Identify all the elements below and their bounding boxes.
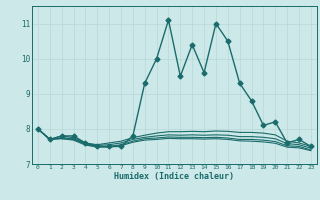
X-axis label: Humidex (Indice chaleur): Humidex (Indice chaleur) — [115, 172, 234, 181]
